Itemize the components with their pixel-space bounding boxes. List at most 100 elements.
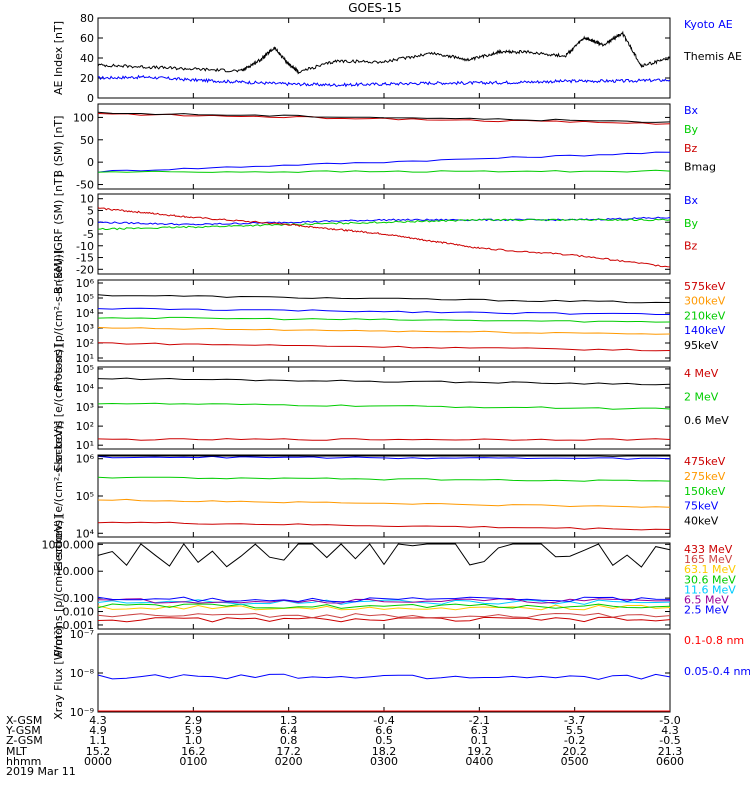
y-tick-label: 10¹ (76, 439, 94, 452)
footer-value: 0.8 (280, 734, 298, 747)
footer-value: 1.3 (280, 714, 298, 727)
y-tick-label: 0.010 (63, 606, 95, 619)
legend-entry: 210keV (684, 309, 726, 322)
series-line (97, 603, 671, 609)
y-axis-label: Protons [p/(cm²-s-sr-keV)] (52, 250, 65, 391)
footer-value: 6.6 (375, 724, 393, 737)
y-tick-label: 100 (73, 111, 94, 124)
series-line (97, 307, 670, 315)
series-line (97, 30, 671, 75)
series-line (97, 74, 671, 88)
y-axis-label: AE Index [nT] (52, 21, 65, 95)
footer-value: -3.7 (564, 714, 585, 727)
y-tick-label: 60 (80, 32, 94, 45)
y-axis-label: B (SM) [nT] (52, 116, 65, 178)
panel-frame (97, 454, 671, 538)
footer-value: 4.9 (89, 724, 107, 737)
y-tick-label: 10⁻⁹ (70, 706, 94, 719)
legend-entry: By (684, 217, 699, 230)
series-line (97, 151, 671, 173)
y-tick-label: 10⁵ (76, 363, 94, 376)
legend-entry: 40keV (684, 515, 719, 528)
legend-entry: 475keV (684, 455, 726, 468)
series-line (97, 673, 671, 680)
legend-entry: Bz (684, 240, 698, 253)
y-tick-label: 10³ (76, 401, 94, 414)
y-tick-label: 80 (80, 12, 94, 25)
footer-row-label: X-GSM (6, 714, 42, 727)
series-line (97, 402, 671, 410)
panel-frame (97, 17, 671, 99)
footer-value: -0.4 (373, 714, 394, 727)
footer-value: 0.5 (375, 734, 393, 747)
series-line (97, 543, 671, 568)
footer-value: -0.2 (564, 734, 585, 747)
footer-value: 1.0 (185, 734, 203, 747)
footer-row-label: MLT (6, 745, 27, 758)
footer-value: 0000 (84, 755, 112, 768)
series-line (97, 438, 671, 441)
footer-row-label: Z-GSM (6, 734, 43, 747)
y-axis-label: Electrons [e/(cm²-s-sr)] (52, 344, 65, 471)
y-axis-label: Protons [p/(cm²-s-sr-keV)] (52, 515, 65, 656)
series-line (97, 206, 671, 268)
panel-frame (97, 279, 671, 362)
y-tick-label: 10³ (76, 322, 94, 335)
legend-entry: 275keV (684, 470, 726, 483)
y-tick-label: 10 (80, 193, 94, 206)
legend-entry: 150keV (684, 485, 726, 498)
legend-entry: 0.05-0.4 nm (684, 665, 750, 678)
series-line (97, 596, 671, 603)
footer-value: 17.2 (276, 745, 301, 758)
legend-entry: Bmag (684, 161, 716, 174)
series-line (98, 218, 671, 231)
footer-value: 19.2 (467, 745, 492, 758)
legend-entry: 575keV (684, 280, 726, 293)
footer-value: 4.3 (89, 714, 107, 727)
series-line (97, 521, 671, 531)
series-line (97, 476, 671, 482)
footer-value: 6.3 (471, 724, 489, 737)
y-tick-label: 0.001 (63, 619, 95, 632)
y-tick-label: 5 (87, 204, 94, 217)
legend-entry: 4 MeV (684, 367, 719, 380)
footer-value: 15.2 (86, 745, 111, 758)
y-tick-label: 10⁵ (76, 490, 94, 503)
legend-entry: 165 MeV (684, 553, 733, 566)
footer-value: 0300 (370, 755, 398, 768)
y-axis-label: Xray Flux [W/m²] (52, 626, 65, 719)
y-tick-label: 10² (76, 337, 94, 350)
legend-entry: 300keV (684, 295, 726, 308)
legend-entry: 95keV (684, 339, 719, 352)
y-tick-label: 10² (76, 420, 94, 433)
legend-entry: 0.6 MeV (684, 414, 729, 427)
legend-entry: Bx (684, 104, 699, 117)
legend-entry: 11.6 MeV (684, 583, 736, 596)
y-tick-label: 10⁴ (76, 307, 95, 320)
footer-value: 16.2 (181, 745, 206, 758)
y-tick-label: 10⁻⁷ (70, 628, 94, 641)
footer-value: 0200 (275, 755, 303, 768)
y-tick-label: 0 (87, 156, 94, 169)
footer-row-label: 2019 Mar 11 (6, 765, 76, 778)
footer-value: -0.5 (659, 734, 680, 747)
footer-row-label: Y-GSM (5, 724, 41, 737)
series-line (97, 455, 671, 460)
series-line (97, 316, 671, 323)
series-line (97, 612, 671, 619)
series-line (97, 598, 671, 604)
footer-value: 0400 (465, 755, 493, 768)
y-tick-label: -10 (76, 240, 94, 253)
footer-value: -5.0 (659, 714, 680, 727)
panel-frame (97, 633, 671, 713)
panel-frame (97, 103, 671, 190)
series-line (97, 111, 671, 123)
series-line (97, 326, 671, 335)
series-line (97, 377, 671, 386)
series-line (97, 498, 671, 508)
footer-value: 2.9 (185, 714, 203, 727)
legend-entry: 6.5 MeV (684, 594, 729, 607)
legend-entry: 30.6 MeV (684, 573, 736, 586)
y-tick-label: 10⁶ (76, 453, 95, 466)
